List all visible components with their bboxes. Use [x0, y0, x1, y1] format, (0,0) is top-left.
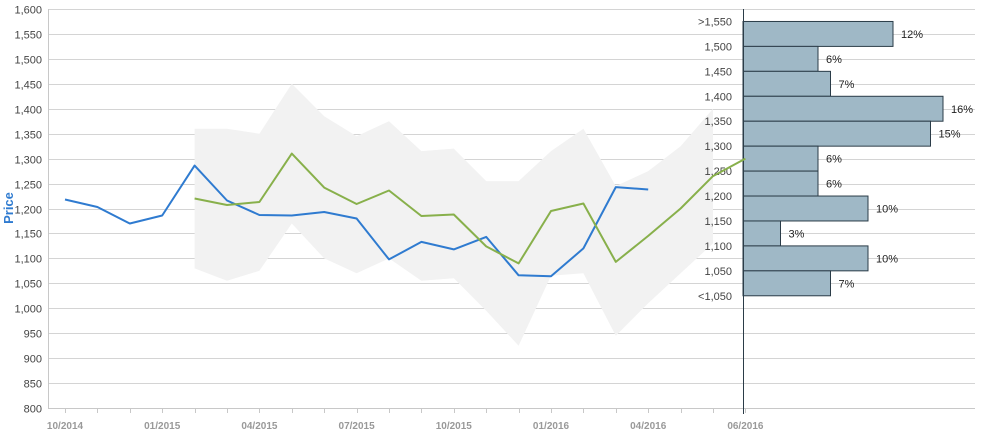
x-tick-label-6: 04/2016	[630, 421, 667, 432]
hist-percent-7: 10%	[876, 204, 898, 216]
y-tick-1100: 1,100	[14, 254, 42, 266]
series-line-0	[64, 164, 649, 278]
y-tick-1250: 1,250	[14, 180, 42, 192]
hist-bar-4	[742, 120, 931, 147]
x-tick-label-4: 10/2015	[436, 421, 473, 432]
hist-percent-10: 7%	[839, 278, 855, 290]
hist-label-5: 1,300	[704, 141, 732, 153]
hist-percent-6: 6%	[826, 179, 842, 191]
hist-percent-9: 10%	[876, 253, 898, 265]
hist-percent-8: 3%	[789, 228, 805, 240]
hist-bar-0	[742, 20, 894, 47]
hist-label-11: <1,050	[698, 291, 732, 303]
hist-percent-2: 7%	[839, 79, 855, 91]
y-tick-1500: 1,500	[14, 55, 42, 67]
hist-percent-3: 16%	[951, 104, 973, 116]
y-tick-1400: 1,400	[14, 105, 42, 117]
x-tick-label-7: 06/2016	[727, 421, 764, 432]
y-tick-1450: 1,450	[14, 80, 42, 92]
y-axis-label: Price	[1, 192, 16, 224]
hist-bar-10	[742, 270, 831, 297]
x-tick-label-0: 10/2014	[47, 421, 84, 432]
hist-label-9: 1,100	[704, 241, 732, 253]
hist-percent-1: 6%	[826, 54, 842, 66]
series-line-1	[194, 152, 746, 265]
y-tick-800: 800	[24, 404, 42, 416]
y-tick-1050: 1,050	[14, 279, 42, 291]
x-tick-label-3: 07/2015	[339, 421, 376, 432]
y-tick-1350: 1,350	[14, 130, 42, 142]
hist-label-10: 1,050	[704, 266, 732, 278]
y-tick-1000: 1,000	[14, 304, 42, 316]
hist-bar-2	[742, 70, 831, 97]
y-tick-1150: 1,150	[14, 229, 42, 241]
series-lines	[64, 152, 746, 278]
hist-percent-0: 12%	[901, 29, 923, 41]
y-tick-1300: 1,300	[14, 155, 42, 167]
x-tick-label-5: 01/2016	[533, 421, 570, 432]
hist-bar-7	[742, 195, 869, 222]
hist-label-1: 1,500	[704, 41, 732, 53]
hist-bar-9	[742, 245, 869, 272]
hist-label-0: >1,550	[698, 16, 732, 28]
y-tick-900: 900	[24, 354, 42, 366]
hist-bar-6	[742, 170, 819, 197]
hist-label-8: 1,150	[704, 216, 732, 228]
hist-bar-5	[742, 145, 819, 172]
x-tick-label-1: 01/2015	[144, 421, 181, 432]
hist-percent-5: 6%	[826, 154, 842, 166]
hist-percent-4: 15%	[939, 129, 961, 141]
y-tick-1200: 1,200	[14, 205, 42, 217]
hist-label-2: 1,450	[704, 66, 732, 78]
y-tick-1600: 1,600	[14, 5, 42, 17]
hist-bar-3	[742, 95, 944, 122]
hist-bar-1	[742, 45, 819, 72]
hist-bar-8	[742, 220, 781, 247]
y-tick-850: 850	[24, 379, 42, 391]
distribution-histogram: 12% >1,550 6% 1,500 7% 1,450 16% 1,400 15% 1,350 6…	[698, 16, 973, 302]
y-tick-1550: 1,550	[14, 30, 42, 42]
x-tick-labels: 10/2014 01/2015 04/2015 07/2015 10/2015 01/20…	[47, 421, 764, 432]
x-tick-label-2: 04/2015	[241, 421, 278, 432]
hist-label-3: 1,400	[704, 91, 732, 103]
hist-label-4: 1,350	[704, 116, 732, 128]
axes	[48, 9, 975, 414]
hist-label-7: 1,200	[704, 191, 732, 203]
y-tick-950: 950	[24, 329, 42, 341]
y-tick-labels: 800 850 900 950 1,000 1,050 1,100 1,150 1,200 1,2…	[14, 5, 42, 416]
